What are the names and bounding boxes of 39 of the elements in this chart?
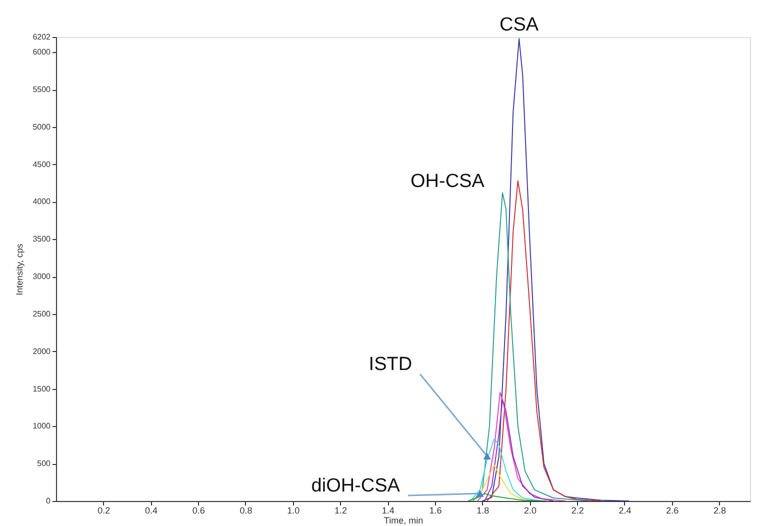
line-series (486, 180, 602, 501)
x-tick-label: 0.6 (192, 506, 205, 516)
x-tick-label: 2.4 (618, 506, 632, 516)
y-tick-label: 2000 (32, 346, 52, 356)
y-tick-label: 3500 (32, 234, 52, 244)
y-tick-label: 500 (37, 459, 52, 468)
line-series (484, 400, 554, 501)
y-tick-label: 1500 (32, 384, 52, 394)
y-tick-label: 2500 (32, 309, 52, 318)
x-tick-label: 0.4 (144, 506, 158, 516)
x-tick-label: 0.8 (240, 506, 252, 516)
x-tick-label: 1.4 (382, 506, 394, 516)
y-tick-label: 0 (46, 496, 52, 506)
x-tick-label: 2.2 (571, 506, 584, 516)
x-tick-label: 1.8 (476, 506, 490, 516)
y-tick-label: 5500 (32, 85, 52, 94)
line-series (470, 438, 542, 501)
y-tick-label: 3000 (32, 272, 52, 282)
x-tick-label: 1.2 (334, 506, 347, 516)
line-series (477, 392, 566, 501)
y-tick-label: 4500 (32, 160, 52, 169)
x-tick-label: 2.6 (666, 506, 679, 516)
x-axis-title: Time, min (384, 516, 424, 526)
annotation: diOH-CSA (311, 476, 400, 497)
y-tick-label: 6202 (32, 32, 52, 42)
annotation: ISTD (368, 354, 412, 376)
annotation: OH-CSA (410, 170, 485, 192)
y-axis-title: Intensity, cps (14, 243, 25, 296)
x-tick-label: 2.8 (713, 506, 726, 516)
x-tick-label: 0.2 (98, 506, 110, 516)
y-tick-label: 6000 (32, 48, 52, 57)
y-tick-label: 1000 (32, 422, 52, 431)
x-tick-label: 2.0 (524, 506, 536, 516)
annotation: CSA (500, 14, 539, 36)
line-series (472, 192, 590, 501)
x-tick-label: 1.6 (429, 506, 442, 516)
x-tick-label: 1.0 (287, 506, 300, 516)
y-tick-label: 4000 (32, 197, 52, 206)
y-tick-label: 5000 (32, 122, 52, 132)
